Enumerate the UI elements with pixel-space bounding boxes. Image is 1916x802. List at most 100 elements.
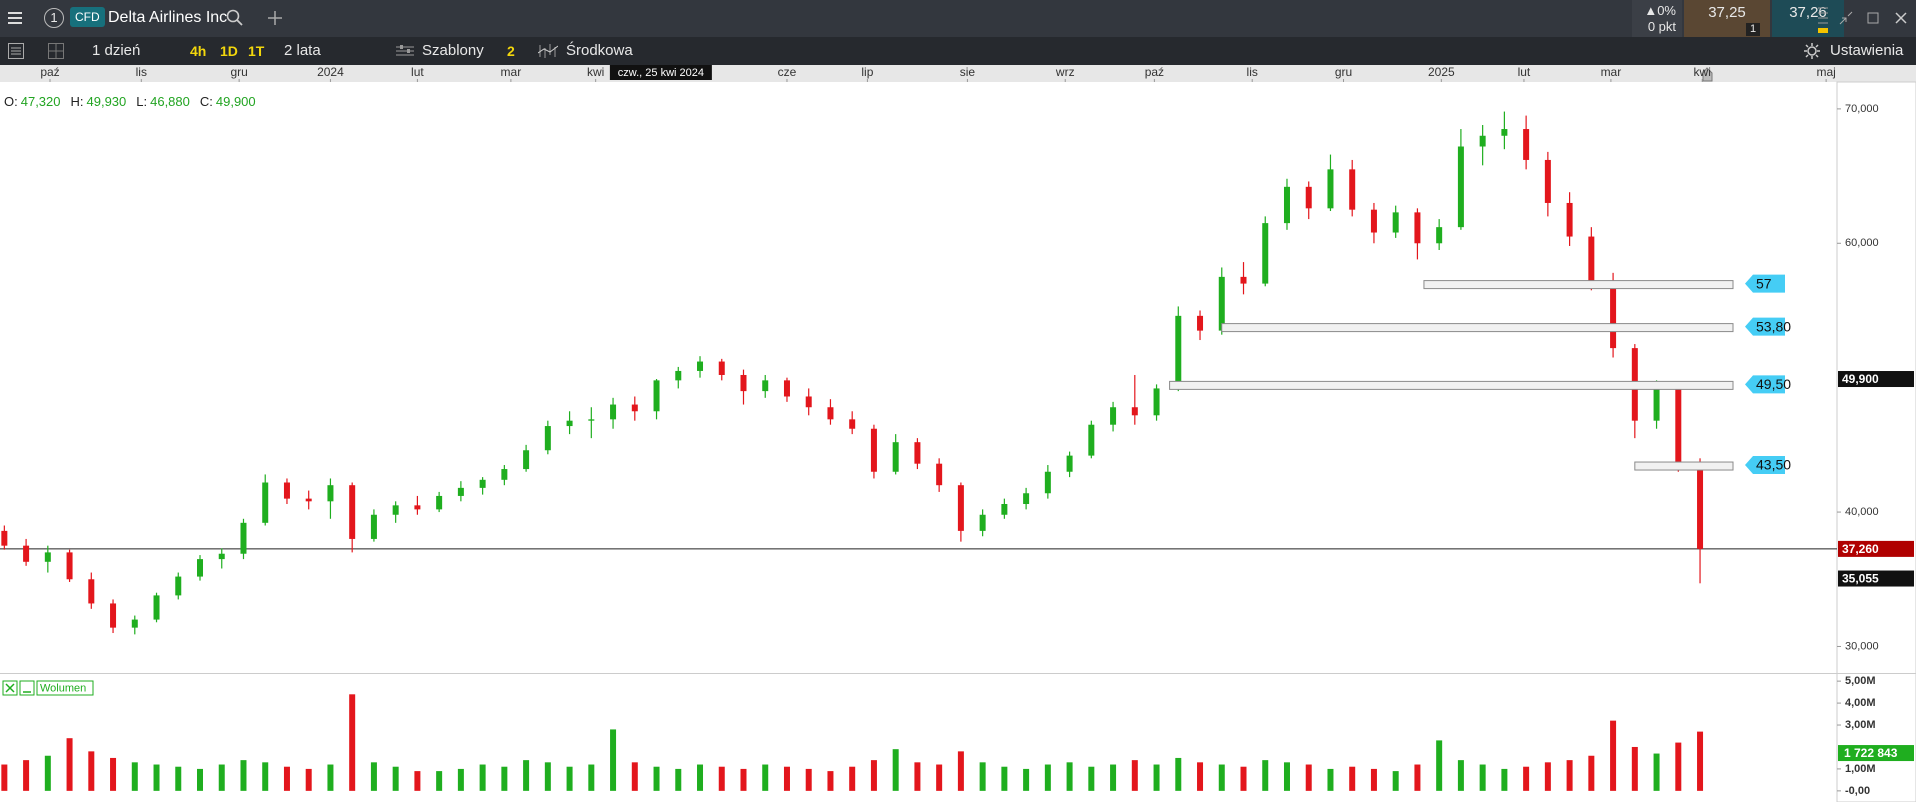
candle-body: [1414, 212, 1421, 244]
x-tick-label: maj: [1816, 65, 1835, 79]
interval[interactable]: 1 dzień: [92, 42, 141, 59]
cfd-badge: CFD: [70, 7, 105, 27]
volume-bar: [66, 738, 73, 791]
volume-bar: [653, 766, 660, 791]
candle-body: [1653, 388, 1660, 421]
volume-bar: [327, 764, 334, 791]
y-tick-label: 60,000: [1845, 237, 1879, 249]
candle-body: [1044, 471, 1051, 494]
candle-body: [1479, 135, 1486, 147]
candle-body: [1349, 169, 1356, 210]
volume-bar: [262, 762, 269, 791]
candle-body: [1218, 276, 1225, 331]
volume-bar: [1479, 764, 1486, 791]
x-tick-label: kwi: [587, 65, 604, 79]
ohlc-name: H:: [71, 94, 84, 109]
change-points: 0 pkt: [1647, 19, 1676, 34]
change-value: 0%: [1657, 3, 1676, 18]
candle-body: [566, 420, 573, 427]
volume-bar: [762, 764, 769, 791]
volume-bar: [1631, 746, 1638, 791]
volume-bar: [197, 768, 204, 791]
level-tag: [1745, 317, 1785, 336]
x-tick-label: paź: [40, 65, 59, 79]
volume-bar: [131, 762, 138, 791]
price-axis: [1836, 81, 1916, 802]
volume-bar: [1044, 764, 1051, 791]
candle-body: [1544, 159, 1551, 203]
qty: 1: [1746, 23, 1760, 36]
search-icon[interactable]: [226, 9, 244, 27]
candle-body: [892, 442, 899, 472]
x-tick-label: 2024: [317, 65, 344, 79]
candle-body: [762, 380, 769, 392]
candle-body: [523, 450, 530, 470]
volume-bar: [1457, 760, 1464, 791]
menu-icon[interactable]: [8, 11, 22, 25]
candle-body: [1, 530, 8, 546]
settings-icon[interactable]: [1804, 43, 1820, 59]
x-tick-label: kwi: [1694, 65, 1711, 79]
ohlc-readout: O: 47,320 H: 49,930 L: 46,880 C: 49,900: [4, 94, 256, 109]
time-axis: [0, 65, 1916, 82]
volume-bar: [892, 749, 899, 791]
candle-body: [1240, 276, 1247, 284]
volume-bar: [957, 751, 964, 791]
volume-bar: [783, 766, 790, 791]
volume-tick-label: -0,00: [1845, 785, 1870, 797]
candle-body: [1131, 407, 1138, 416]
range[interactable]: 2 lata: [284, 42, 321, 59]
volume-bar: [697, 764, 704, 791]
buy-button[interactable]: 37,26: [1772, 0, 1844, 37]
volume-last-box: [1838, 745, 1914, 762]
settings[interactable]: Ustawienia: [1830, 42, 1904, 59]
quick-interval[interactable]: 1D: [220, 43, 238, 59]
candle-body: [1697, 463, 1704, 549]
quick-interval[interactable]: 1T: [248, 43, 265, 59]
templates[interactable]: Szablony: [422, 42, 484, 59]
layout-icon[interactable]: [48, 43, 64, 59]
candle-body: [1588, 236, 1595, 281]
candle-body: [88, 579, 95, 604]
volume-bar: [1131, 760, 1138, 791]
chart: paź lis gru 2024 lut mar kwi cze lip sie wrz paź lis…: [0, 65, 1916, 802]
volume-bar: [240, 760, 247, 791]
volume-tick-label: 4,00M: [1845, 697, 1876, 709]
indicator[interactable]: Środkowa: [566, 42, 633, 59]
indicator-icon: [538, 44, 558, 58]
ohlc-value: 49,900: [216, 94, 256, 109]
candle-body: [1023, 493, 1030, 505]
sell-button[interactable]: 37,25: [1684, 0, 1770, 37]
volume-bar: [675, 768, 682, 791]
volume-tick-label: 5,00M: [1845, 675, 1876, 687]
volume-bar: [283, 766, 290, 791]
candle-body: [283, 482, 290, 499]
volume-bar: [1197, 762, 1204, 791]
level-zone: [1634, 461, 1734, 471]
x-tick-label: lis: [1247, 65, 1258, 79]
list-icon[interactable]: [8, 43, 24, 59]
level-label: 53,80: [1756, 318, 1791, 334]
volume-bar: [1370, 768, 1377, 791]
candle-body: [327, 485, 334, 502]
level-zone: [1169, 380, 1734, 390]
volume-bar: [414, 771, 421, 791]
tab-index[interactable]: 1: [44, 8, 64, 28]
crosshair-date-box: [609, 65, 712, 80]
volume-bar: [1066, 762, 1073, 791]
volume-title: Wolumen: [40, 682, 86, 694]
volume-bar: [1697, 731, 1704, 791]
x-tick-label: cze: [778, 65, 797, 79]
quick-interval[interactable]: 4h: [190, 43, 207, 59]
candle-body: [1501, 129, 1508, 136]
volume-close-x: [5, 683, 15, 693]
candle-body: [957, 485, 964, 531]
window-controls[interactable]: [1838, 10, 1912, 26]
candle-body: [436, 495, 443, 510]
candle-body: [501, 469, 508, 480]
add-tab[interactable]: [268, 11, 282, 25]
ohlc-value: 47,320: [21, 94, 61, 109]
candle-body: [131, 619, 138, 628]
candle-body: [1305, 186, 1312, 209]
templates-icon: [396, 45, 414, 56]
